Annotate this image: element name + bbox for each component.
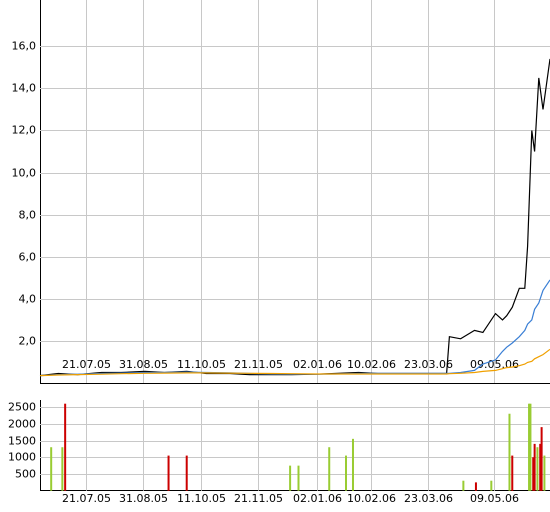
- y-tick-label: 2500: [8, 401, 36, 414]
- x-tick-label: 02.01.06: [293, 492, 342, 505]
- y-tick-label: 2,0: [19, 335, 37, 348]
- volume-bar: [529, 403, 532, 491]
- y-tick-label: 10,0: [12, 167, 37, 180]
- volume-bar: [185, 455, 188, 491]
- x-tick-label: 10.02.06: [347, 492, 396, 505]
- x-tick-label: 02.01.06: [293, 358, 342, 371]
- y-tick-label: 500: [15, 468, 36, 481]
- y-tick-label: 4,0: [19, 293, 37, 306]
- x-tick-label: 10.02.06: [347, 358, 396, 371]
- volume-bar: [490, 480, 493, 491]
- volume-bar: [508, 413, 511, 491]
- price-line: [39, 348, 550, 377]
- volume-bar: [533, 443, 536, 491]
- volume-bar: [61, 447, 64, 491]
- volume-bar: [543, 455, 546, 491]
- volume-bar: [297, 465, 300, 491]
- volume-bar: [289, 465, 292, 491]
- volume-bar: [539, 443, 542, 491]
- y-tick-label: 1500: [8, 435, 36, 448]
- volume-bar: [50, 447, 53, 491]
- x-tick-label: 31.08.05: [119, 492, 168, 505]
- volume-bar: [511, 455, 514, 491]
- x-tick-label: 21.11.05: [234, 492, 283, 505]
- volume-bar: [351, 438, 354, 491]
- x-tick-label: 11.10.05: [177, 492, 226, 505]
- x-tick-label: 23.03.06: [404, 358, 453, 371]
- price-line: [39, 58, 550, 377]
- volume-bar: [536, 447, 539, 491]
- x-tick-label: 09.05.06: [470, 492, 519, 505]
- x-tick-label: 31.08.05: [119, 358, 168, 371]
- x-tick-label: 21.07.05: [62, 358, 111, 371]
- volume-bar: [462, 480, 465, 491]
- y-tick-label: 12,0: [12, 124, 37, 137]
- x-tick-label: 23.03.06: [404, 492, 453, 505]
- volume-bar: [528, 403, 531, 491]
- y-tick-label: 16,0: [12, 40, 37, 53]
- x-tick-label: 11.10.05: [177, 358, 226, 371]
- volume-bar: [540, 427, 543, 491]
- volume-bar: [64, 403, 67, 491]
- x-tick-label: 21.07.05: [62, 492, 111, 505]
- volume-bar: [474, 482, 477, 491]
- price-line: [39, 279, 550, 377]
- volume-bar: [532, 457, 535, 491]
- x-tick-label: 21.11.05: [234, 358, 283, 371]
- y-tick-label: 2000: [8, 418, 36, 431]
- y-tick-label: 14,0: [12, 82, 37, 95]
- volume-bar: [328, 447, 331, 491]
- y-tick-label: 8,0: [19, 209, 37, 222]
- volume-bar: [167, 455, 170, 491]
- y-tick-label: 1000: [8, 451, 36, 464]
- y-tick-label: 6,0: [19, 251, 37, 264]
- volume-bar: [345, 455, 347, 491]
